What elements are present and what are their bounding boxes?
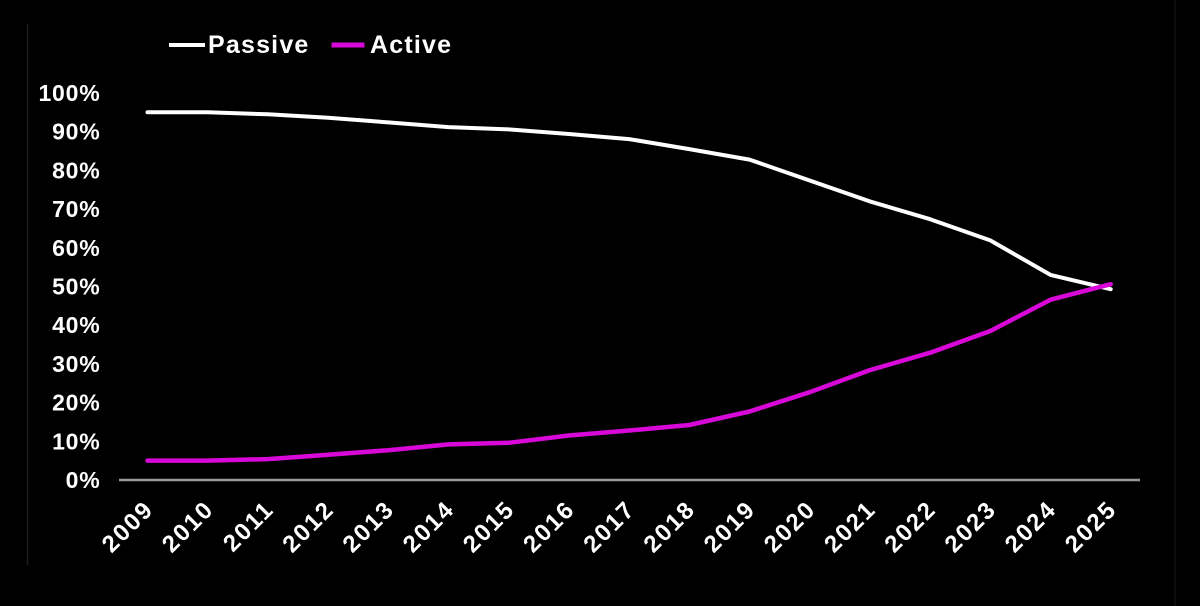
svg-text:50%: 50% [52, 274, 100, 300]
svg-text:80%: 80% [52, 157, 100, 183]
svg-text:60%: 60% [52, 235, 100, 261]
svg-text:90%: 90% [52, 119, 100, 145]
svg-text:20%: 20% [52, 390, 100, 416]
svg-text:30%: 30% [52, 351, 100, 377]
svg-text:Passive: Passive [208, 31, 310, 59]
svg-text:10%: 10% [52, 428, 100, 454]
svg-text:0%: 0% [66, 467, 101, 493]
svg-text:100%: 100% [38, 80, 100, 106]
svg-text:Active: Active [370, 31, 452, 59]
svg-text:40%: 40% [52, 312, 100, 338]
svg-text:70%: 70% [52, 196, 100, 222]
